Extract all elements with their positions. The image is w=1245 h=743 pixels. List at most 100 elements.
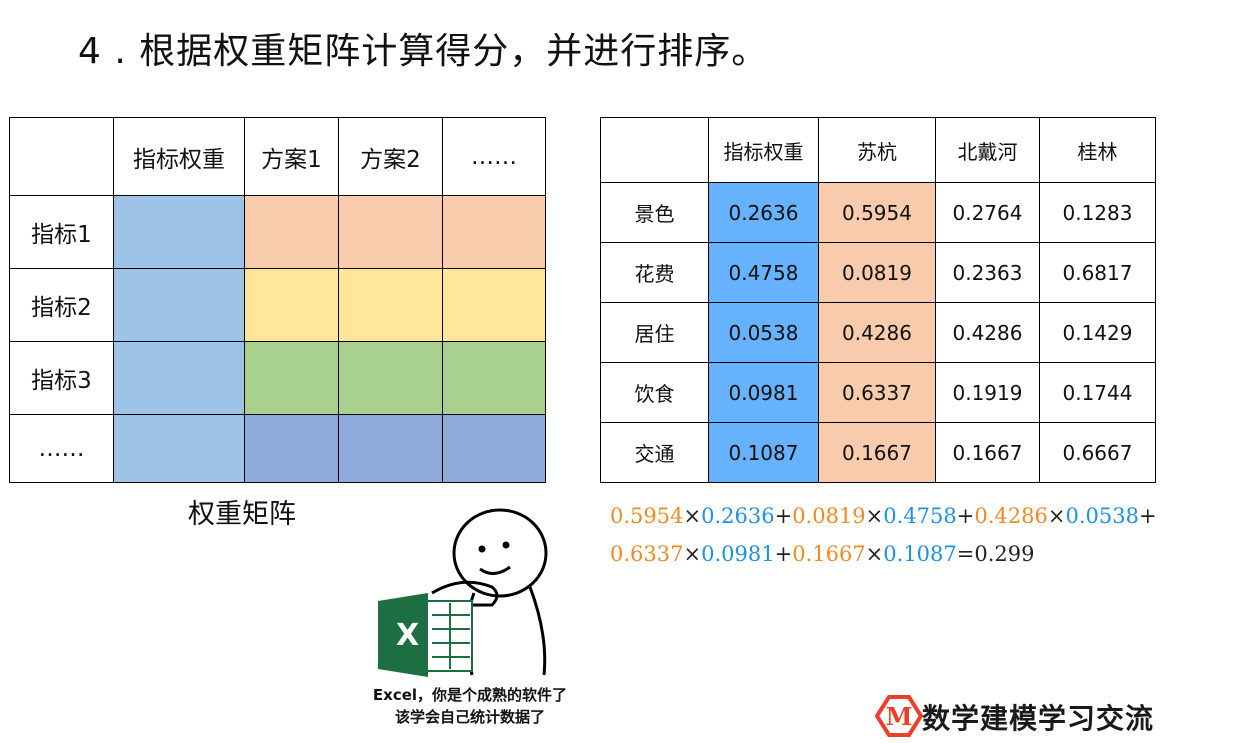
schematic-cell [442, 414, 546, 483]
schematic-row-label: …… [9, 414, 114, 483]
schematic-row-label: 指标3 [9, 341, 114, 415]
schematic-header-plan2: 方案2 [338, 117, 443, 196]
stickman-eye [478, 545, 486, 553]
row-label: 居住 [600, 302, 709, 363]
schematic-weight-cell [113, 414, 245, 483]
schematic-header-more: …… [442, 117, 546, 196]
formula-operator: × [683, 542, 702, 566]
formula-result: 0.299 [974, 542, 1035, 566]
stickman-smile [479, 565, 511, 575]
value-cell: 0.1283 [1039, 182, 1156, 243]
value-cell: 0.6817 [1039, 242, 1156, 303]
weight-cell: 0.2636 [708, 182, 819, 243]
score-cell: 0.4286 [818, 302, 936, 363]
weight-cell: 0.1087 [708, 422, 819, 483]
schematic-cell [338, 414, 443, 483]
score-cell: 0.5954 [818, 182, 936, 243]
schematic-weight-cell [113, 341, 245, 415]
schematic-cell [244, 341, 339, 415]
formula-line-2: 0.6337×0.0981+0.1667×0.1087=0.299 [610, 542, 1035, 566]
meme-stickman-excel: X [378, 508, 548, 677]
formula-term: 0.0538 [1065, 504, 1139, 528]
formula-term: 0.0819 [792, 504, 866, 528]
excel-icon: X [378, 593, 473, 677]
slide-title: 4 . 根据权重矩阵计算得分，并进行排序。 [78, 31, 769, 72]
weight-cell: 0.0538 [708, 302, 819, 363]
stickman-arm [431, 580, 499, 607]
formula-term: 0.4758 [883, 504, 957, 528]
schematic-cell [244, 195, 339, 269]
schematic-cell [338, 195, 443, 269]
table-header-corner [600, 117, 709, 183]
logo-letter: M [886, 702, 913, 731]
schematic-cell [338, 341, 443, 415]
svg-text:X: X [396, 618, 419, 653]
formula-operator: + [956, 504, 975, 528]
value-cell: 0.2764 [935, 182, 1040, 243]
logo-badge [874, 695, 924, 737]
schematic-row-label: 指标1 [9, 195, 114, 269]
schematic-cell [442, 341, 546, 415]
weight-matrix-schematic: 指标权重 方案1 方案2 …… 指标1 指标2 指标3 …… [9, 117, 546, 483]
schematic-cell [244, 268, 339, 342]
value-cell: 0.6667 [1039, 422, 1156, 483]
table-header-suhang: 苏杭 [818, 117, 936, 183]
schematic-header-corner [9, 117, 114, 196]
formula-term: 0.0981 [701, 542, 775, 566]
weight-cell: 0.0981 [708, 362, 819, 423]
weight-cell: 0.4758 [708, 242, 819, 303]
row-label: 景色 [600, 182, 709, 243]
formula-operator: × [1047, 504, 1066, 528]
schematic-header-weight: 指标权重 [113, 117, 245, 196]
formula-operator: = [956, 542, 975, 566]
row-label: 花费 [600, 242, 709, 303]
score-cell: 0.6337 [818, 362, 936, 423]
table-row: 花费 0.4758 0.0819 0.2363 0.6817 [600, 242, 1156, 303]
meme-caption-line-1: Excel，你是个成熟的软件了 [372, 686, 568, 704]
schematic-cell [244, 414, 339, 483]
schematic-cell [442, 195, 546, 269]
formula-operator: × [683, 504, 702, 528]
score-cell: 0.0819 [818, 242, 936, 303]
formula-line-1: 0.5954×0.2636+0.0819×0.4758+0.4286×0.053… [610, 504, 1157, 528]
formula-operator: × [865, 542, 884, 566]
meme-caption: Excel，你是个成熟的软件了 该学会自己统计数据了 [340, 684, 600, 728]
formula-term: 0.1087 [883, 542, 957, 566]
formula-term: 0.5954 [610, 504, 684, 528]
formula-operator: + [774, 542, 793, 566]
table-header-beidaihe: 北戴河 [935, 117, 1040, 183]
formula-term: 0.6337 [610, 542, 684, 566]
schematic-cell [338, 268, 443, 342]
value-cell: 0.2363 [935, 242, 1040, 303]
value-cell: 0.1667 [935, 422, 1040, 483]
value-cell: 0.1429 [1039, 302, 1156, 363]
formula-operator: + [774, 504, 793, 528]
formula-term: 0.1667 [792, 542, 866, 566]
value-cell: 0.4286 [935, 302, 1040, 363]
formula-operator: + [1138, 504, 1157, 528]
formula-term: 0.4286 [974, 504, 1048, 528]
schematic-row-label: 指标2 [9, 268, 114, 342]
table-header-weight: 指标权重 [708, 117, 819, 183]
row-label: 交通 [600, 422, 709, 483]
schematic-weight-cell [113, 195, 245, 269]
brand-logo: M [874, 695, 924, 737]
row-label: 饮食 [600, 362, 709, 423]
table-row: 饮食 0.0981 0.6337 0.1919 0.1744 [600, 362, 1156, 423]
schematic-weight-cell [113, 268, 245, 342]
schematic-cell [442, 268, 546, 342]
table-row: 景色 0.2636 0.5954 0.2764 0.1283 [600, 182, 1156, 243]
logo-text: 数学建模学习交流 [922, 702, 1155, 735]
formula-term: 0.2636 [701, 504, 775, 528]
table-row: 居住 0.0538 0.4286 0.4286 0.1429 [600, 302, 1156, 363]
value-cell: 0.1744 [1039, 362, 1156, 423]
stickman-head [452, 508, 548, 598]
table-row: 交通 0.1087 0.1667 0.1667 0.6667 [600, 422, 1156, 483]
schematic-header-plan1: 方案1 [244, 117, 339, 196]
stickman-body [528, 586, 547, 676]
table-header-guilin: 桂林 [1039, 117, 1156, 183]
formula-operator: × [865, 504, 884, 528]
value-cell: 0.1919 [935, 362, 1040, 423]
score-cell: 0.1667 [818, 422, 936, 483]
matrix-caption: 权重矩阵 [188, 499, 296, 530]
